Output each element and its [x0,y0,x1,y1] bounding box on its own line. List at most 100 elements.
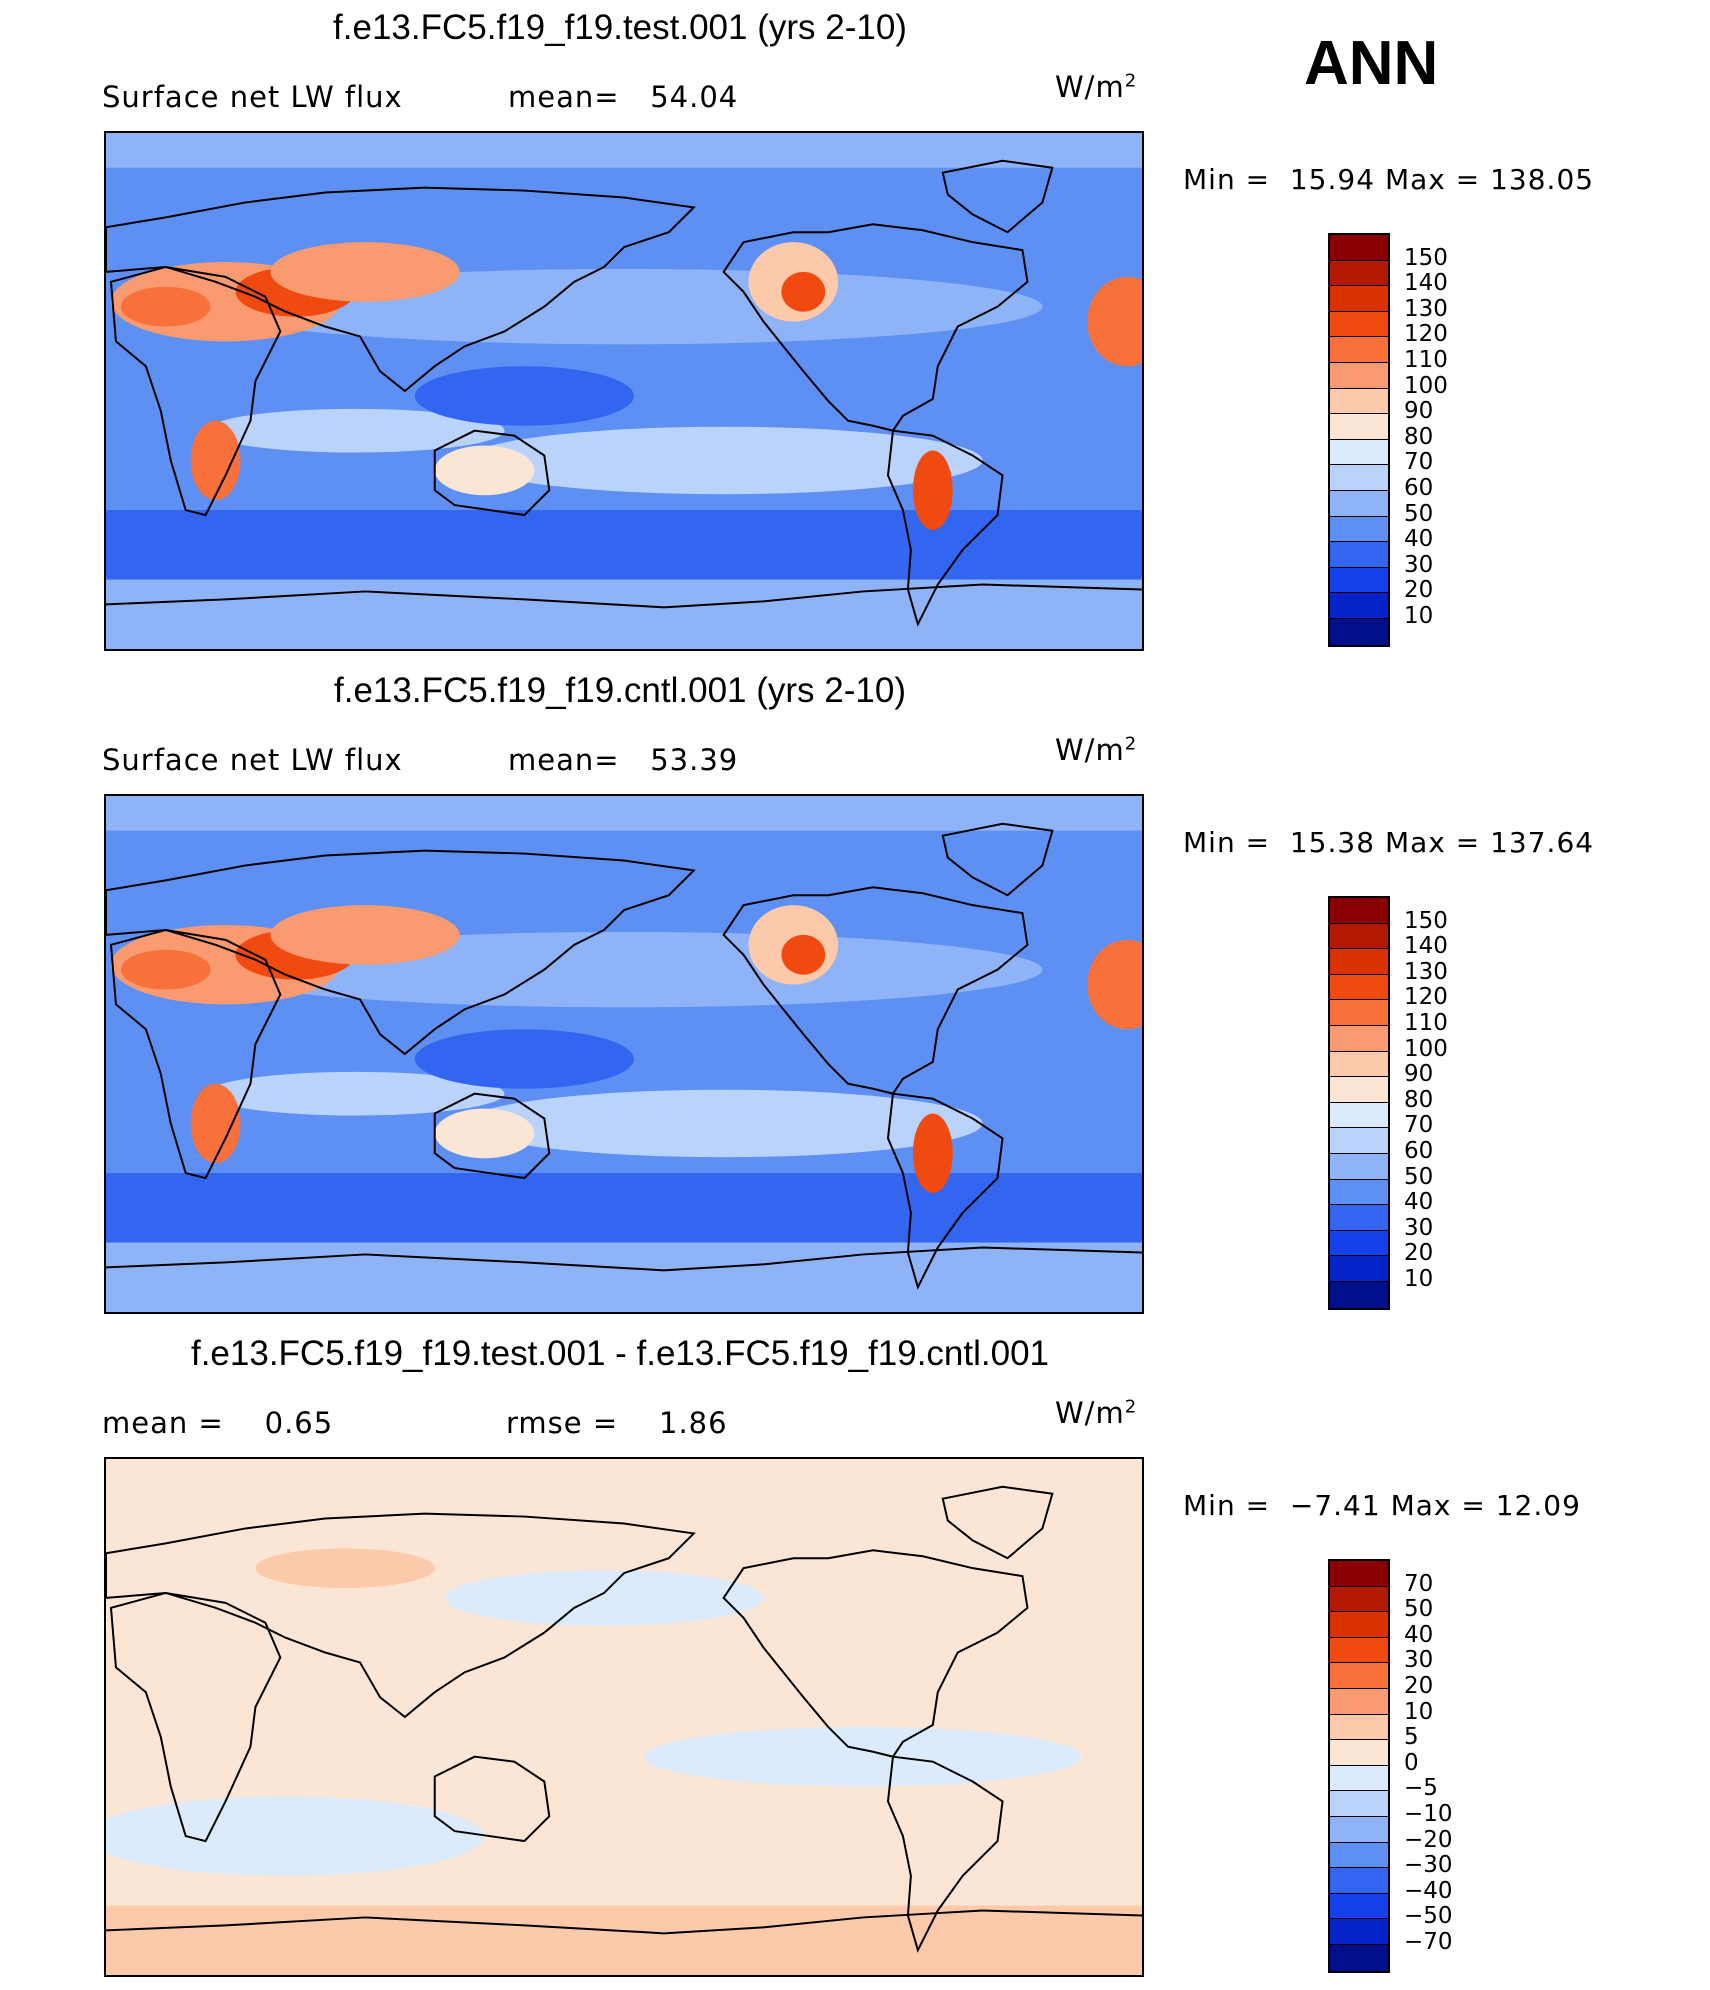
south-pacific-high [464,426,983,495]
colorbar-swatch [1330,1663,1388,1689]
colorbar-swatch [1330,1612,1388,1638]
coastline [106,1246,1142,1272]
antarctic-band [106,1242,1142,1312]
min-max-label: Min = −7.41 Max = 12.09 [1183,1489,1581,1522]
colorbar-swatch [1330,439,1388,466]
colorbar-swatch [1330,593,1388,619]
season-label: ANN [1304,29,1439,98]
colorbar-tick-label: 20 [1404,577,1434,604]
colorbar-swatch [1330,388,1388,415]
namib-edge-field [1087,939,1142,1030]
colorbar-swatch [1330,1714,1388,1741]
colorbar-swatch [1330,1077,1388,1103]
colorbar-swatch [1330,1791,1388,1817]
colorbar-swatch [1330,311,1388,338]
colorbar-tick-label: 10 [1404,1698,1434,1725]
coastline [941,159,1054,234]
rmse-label: rmse = 1.86 [506,1406,728,1440]
kalahari-field [190,420,241,501]
colorbar-tick-label: 30 [1404,1214,1434,1241]
colorbar-tick-label: 0 [1404,1749,1419,1776]
colorbar-swatch [1330,1637,1388,1664]
coastline [433,1755,551,1843]
colorbar-tick-label: 120 [1404,984,1448,1011]
colorbar-swatch [1330,362,1388,389]
australia-field [434,445,535,496]
colorbar-swatch [1330,618,1388,645]
coastline [941,1485,1054,1560]
colorbar-swatch [1330,235,1388,261]
colorbar-tick-label: 130 [1404,958,1448,985]
map-plot [104,794,1144,1314]
kalahari-field [190,1083,241,1164]
map-canvas [106,796,1142,1312]
indian-ocean-high [205,408,505,453]
colorbar-tick-label: 70 [1404,1112,1434,1139]
colorbar-tick-label: 20 [1404,1240,1434,1267]
west-africa-field [120,286,211,327]
warm-pool [414,366,634,426]
central-asia-field [270,905,460,965]
colorbar-tick-label: 100 [1404,1035,1448,1062]
coastline [941,822,1054,897]
mean-label: mean= 54.04 [508,80,739,114]
colorbar-tick-label: 70 [1404,449,1434,476]
mojave-field [781,271,826,312]
panel-title: f.e13.FC5.f19_f19.test.001 - f.e13.FC5.f… [190,1334,1050,1373]
south-pacific-high [464,1089,983,1158]
australia-field [434,1108,535,1159]
diff-north-pacific [444,1570,764,1626]
colorbar-swatch [1330,542,1388,568]
colorbar-tick-label: 110 [1404,1010,1448,1036]
coastline [109,1591,282,1843]
colorbar-swatch [1330,1842,1388,1869]
arctic-band [106,796,1142,831]
colorbar-swatch [1330,1868,1388,1894]
colorbar-swatch [1330,1561,1388,1587]
coastline [109,928,282,1180]
colorbar-tick-label: 120 [1404,321,1448,348]
colorbar-tick-label: 100 [1404,372,1448,399]
panel-difference: f.e13.FC5.f19_f19.test.001 - f.e13.FC5.f… [0,1326,1710,1989]
colorbar-swatch [1330,516,1388,543]
colorbar-tick-label: 50 [1404,500,1434,527]
colorbar-tick-label: 10 [1404,603,1434,629]
colorbar-swatch [1330,286,1388,312]
coastline [433,1092,551,1180]
diff-antarctic [106,1905,1142,1975]
coastline [433,429,551,517]
colorbar-swatch [1330,1205,1388,1231]
colorbar-tick-label: −10 [1404,1801,1453,1827]
colorbar-swatch [1330,337,1388,363]
colorbar-tick-label: 70 [1404,1570,1434,1597]
west-africa-field [120,949,211,990]
map-plot [104,131,1144,651]
colorbar-tick-label: 40 [1404,1621,1434,1648]
colorbar-tick-label: 140 [1404,270,1448,297]
colorbar [1328,233,1390,647]
min-max-label: Min = 15.38 Max = 137.64 [1183,826,1595,859]
coastline [106,1909,1142,1935]
panel-title: f.e13.FC5.f19_f19.cntl.001 (yrs 2-10) [334,671,906,710]
colorbar-tick-label: −70 [1404,1929,1453,1955]
antarctic-band [106,579,1142,649]
colorbar-tick-label: 10 [1404,1266,1434,1292]
indian-ocean-high [205,1071,505,1116]
colorbar-swatch [1330,923,1388,950]
colorbar-swatch [1330,949,1388,975]
colorbar-swatch [1330,1740,1388,1766]
panel-control: f.e13.FC5.f19_f19.cntl.001 (yrs 2-10) Su… [0,663,1710,1326]
colorbar-tick-label: 150 [1404,907,1448,934]
colorbar-swatch [1330,1128,1388,1154]
colorbar-tick-label: 40 [1404,1189,1434,1216]
andes-field [912,1113,953,1193]
colorbar-swatch [1330,1816,1388,1843]
namib-edge-field [1087,276,1142,367]
colorbar-swatch [1330,1688,1388,1715]
coastline [106,1512,696,1719]
diff-field [106,1459,1142,1975]
colorbar-tick-label: 40 [1404,526,1434,553]
arctic-band [106,133,1142,168]
colorbar-tick-label: 50 [1404,1163,1434,1190]
coastline [106,583,1142,609]
